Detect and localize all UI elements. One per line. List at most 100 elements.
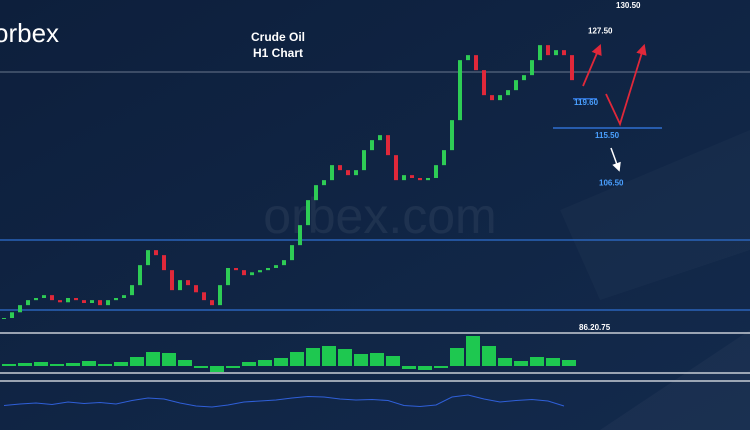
candle	[394, 155, 398, 181]
candle	[50, 295, 54, 301]
histogram-bar	[290, 352, 304, 366]
histogram-bar	[386, 356, 400, 366]
candle	[266, 268, 270, 271]
candle	[90, 300, 94, 303]
candle	[570, 55, 574, 81]
histogram-bar	[130, 357, 144, 366]
candle	[514, 80, 518, 91]
candle	[506, 90, 510, 96]
candle	[370, 140, 374, 151]
candle	[362, 150, 366, 171]
candle	[314, 185, 318, 201]
separator-label: 86.20.75	[579, 323, 611, 332]
candle	[474, 55, 478, 71]
watermark: orbex.com	[263, 188, 496, 244]
histogram-bar	[530, 357, 544, 366]
candle	[194, 285, 198, 293]
candle	[434, 165, 438, 178]
candle	[290, 245, 294, 261]
histogram-bar	[162, 353, 176, 366]
level-label: 119.60	[574, 98, 599, 107]
candle	[258, 270, 262, 273]
level-label: 106.50	[599, 178, 624, 187]
candle	[346, 170, 350, 176]
candle	[170, 270, 174, 291]
candle	[18, 305, 22, 313]
histogram-bar	[210, 366, 224, 372]
histogram-bar	[2, 364, 16, 366]
candle	[306, 200, 310, 226]
candle	[82, 300, 86, 303]
histogram-bar	[226, 366, 240, 368]
histogram-bar	[18, 363, 32, 366]
candle	[554, 50, 558, 56]
level-label: 127.50	[588, 26, 613, 35]
histogram-bar	[50, 364, 64, 366]
histogram-bar	[242, 362, 256, 366]
candle	[386, 135, 390, 156]
histogram-bar	[546, 358, 560, 366]
candle	[242, 270, 246, 276]
candle	[122, 295, 126, 298]
candle	[458, 60, 462, 121]
histogram-bar	[434, 366, 448, 368]
candle	[274, 265, 278, 268]
histogram-bar	[354, 354, 368, 366]
histogram-bar	[450, 348, 464, 366]
candle	[546, 45, 550, 56]
histogram-bar	[66, 363, 80, 366]
candle	[162, 255, 166, 271]
candle	[330, 165, 334, 181]
candle	[226, 268, 230, 286]
histogram-bar	[402, 366, 416, 369]
arrow	[610, 147, 621, 172]
histogram-bar	[114, 362, 128, 366]
candle	[58, 300, 62, 303]
arrow	[582, 44, 602, 87]
oscillator-line	[3, 394, 565, 408]
histogram-bar	[418, 366, 432, 370]
candle	[234, 268, 238, 271]
candle	[130, 285, 134, 296]
candle	[482, 70, 486, 96]
candle	[322, 180, 326, 186]
histogram-bar	[82, 361, 96, 366]
candle	[2, 318, 6, 319]
candle	[146, 250, 150, 266]
histogram-bar	[482, 346, 496, 366]
candle	[178, 280, 182, 291]
candle	[98, 300, 102, 306]
level-label: 130.50	[616, 1, 641, 10]
arrow	[605, 43, 647, 127]
candle	[426, 178, 430, 181]
level-label: 115.50	[595, 131, 620, 140]
candle	[402, 175, 406, 181]
candle	[74, 298, 78, 301]
candle	[138, 265, 142, 286]
histogram-bar	[178, 360, 192, 366]
histogram-bar	[562, 360, 576, 366]
candle	[418, 178, 422, 181]
candle	[66, 298, 70, 303]
candle	[562, 50, 566, 56]
candle	[354, 170, 358, 176]
histogram-bar	[514, 361, 528, 366]
histogram-bar	[466, 336, 480, 366]
histogram-bar	[498, 358, 512, 366]
candle	[490, 95, 494, 101]
candle	[154, 250, 158, 256]
histogram-bar	[306, 348, 320, 366]
candle	[42, 295, 46, 298]
candle	[250, 272, 254, 276]
histogram-bar	[194, 366, 208, 368]
candle	[114, 298, 118, 301]
candle	[498, 95, 502, 101]
logo: orbex	[0, 18, 59, 48]
subtitle: H1 Chart	[253, 46, 303, 60]
candle	[410, 175, 414, 178]
candle	[298, 225, 302, 246]
histogram-bar	[258, 360, 272, 366]
histogram-bar	[338, 349, 352, 366]
